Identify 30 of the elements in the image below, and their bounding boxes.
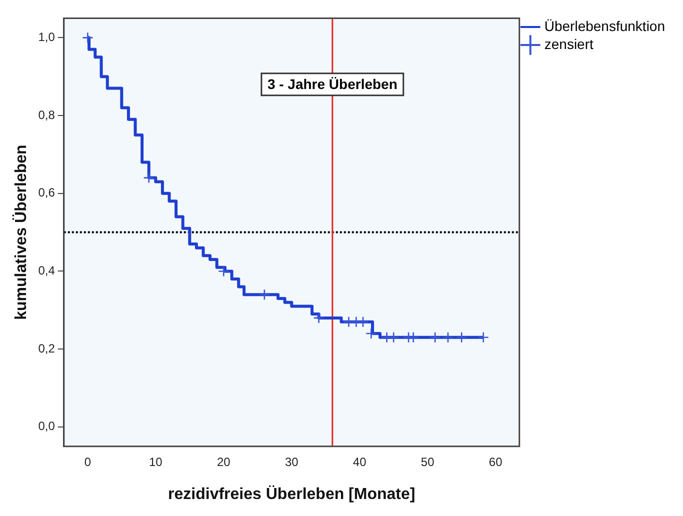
x-tick-label: 30 [284, 454, 299, 469]
y-axis-title: kumulatives Überleben [12, 144, 30, 320]
point [366, 328, 377, 340]
point [313, 312, 324, 324]
y-tick-label: 0,6 [38, 186, 56, 200]
y-tick-label: 1,0 [38, 30, 56, 44]
point [388, 332, 400, 344]
x-tick-label: 60 [488, 454, 503, 469]
point [442, 332, 454, 344]
point [218, 266, 230, 277]
annotation: 3 - Jahre Überleben [267, 76, 398, 92]
point [357, 316, 369, 328]
legend-label: zensiert [544, 36, 594, 52]
y-tick-label: 0,0 [38, 419, 56, 434]
point [258, 288, 270, 300]
point [82, 32, 94, 44]
x-tick-label: 10 [148, 454, 163, 469]
y-tick-label: 0,4 [38, 264, 56, 278]
point [456, 332, 468, 344]
point [429, 332, 441, 344]
x-tick-label: 40 [352, 454, 367, 469]
x-tick-label: 0 [84, 454, 92, 469]
y-tick-label: 0,2 [38, 341, 56, 356]
x-tick-label: 50 [420, 454, 435, 469]
legend-label: Überlebensfunktion [544, 18, 666, 34]
point [478, 332, 489, 344]
point [143, 172, 155, 184]
x-tick-label: 20 [216, 454, 231, 469]
y-tick-label: 0,8 [38, 108, 56, 122]
x-axis-title: rezidivfreies Überleben [Monate] [168, 484, 416, 503]
